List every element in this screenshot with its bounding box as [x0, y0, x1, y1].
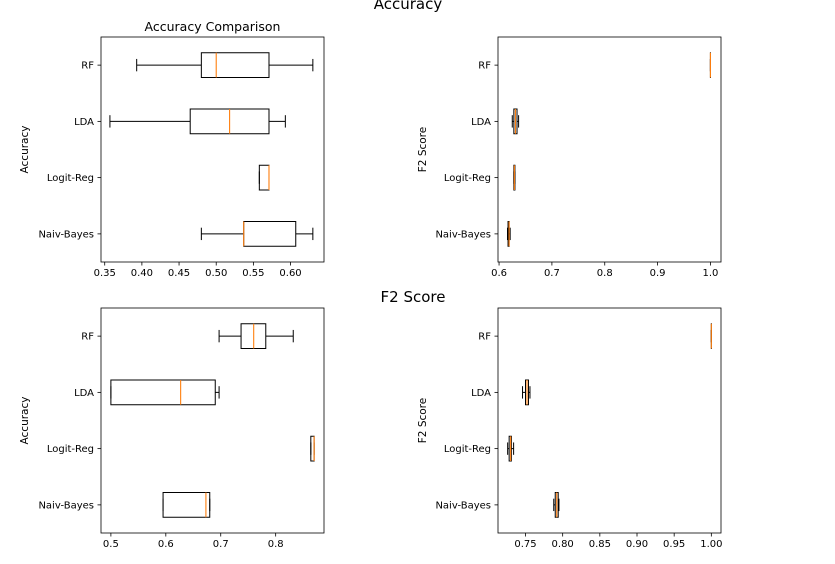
- box-naiv-bayes: [200, 221, 314, 247]
- axes-title: Accuracy Comparison: [145, 19, 281, 34]
- suptitle-accuracy: Accuracy: [374, 0, 443, 13]
- y-tick-label: Logit-Reg: [444, 444, 491, 455]
- box-naiv-bayes: [507, 221, 511, 247]
- box-lda: [522, 379, 531, 406]
- x-tick-label: 0.75: [514, 539, 536, 550]
- iqr-box: [110, 379, 216, 406]
- y-axis-label: Accuracy: [19, 126, 31, 174]
- chart-panel-accuracy-bottom: Accuracy 0.5 0.6 0.7 0.8 Naiv-Bayes Logit-Reg L…: [19, 307, 325, 550]
- x-tick-label: 0.40: [131, 268, 153, 279]
- axes-frame: [100, 307, 325, 534]
- y-axis-label: Accuracy: [19, 397, 31, 445]
- x-tick-label: 0.6: [158, 539, 174, 550]
- box-naiv-bayes: [162, 492, 211, 518]
- y-tick-label: Naiv-Bayes: [38, 500, 94, 511]
- iqr-box: [258, 164, 270, 191]
- x-tick-label: 0.7: [544, 268, 560, 279]
- x-tick-label: 0.8: [268, 539, 284, 550]
- chart-panel-accuracy-comparison: Accuracy Comparison Accuracy 0.35 0.40 0.45 0…: [19, 19, 325, 279]
- y-tick-label: LDA: [471, 388, 491, 399]
- y-tick-label: Naiv-Bayes: [435, 229, 491, 240]
- iqr-box: [162, 492, 211, 518]
- box-logit-reg: [258, 164, 270, 191]
- x-tick-label: 1.0: [702, 268, 718, 279]
- x-tick-label: 0.85: [589, 539, 611, 550]
- x-tick-label: 0.45: [168, 268, 190, 279]
- y-tick-label: RF: [81, 332, 94, 343]
- y-tick-label: RF: [478, 61, 491, 72]
- box-rf: [136, 52, 314, 78]
- x-tick-label: 0.90: [626, 539, 648, 550]
- y-tick-label: Naiv-Bayes: [435, 500, 491, 511]
- y-tick-label: Logit-Reg: [47, 173, 94, 184]
- chart-panel-f2-score-bottom: F2 Score 0.75 0.80 0.85 0.90 0.95 1.00 Naiv-Bay…: [417, 307, 722, 550]
- box-logit-reg: [507, 435, 515, 462]
- x-tick-label: 0.50: [205, 268, 227, 279]
- x-tick-label: 0.55: [242, 268, 264, 279]
- x-tick-label: 0.6: [491, 268, 507, 279]
- box-lda: [511, 108, 520, 135]
- x-tick-label: 0.9: [650, 268, 666, 279]
- y-tick-label: LDA: [74, 117, 94, 128]
- x-tick-label: 0.80: [552, 539, 574, 550]
- box-lda: [109, 108, 286, 135]
- axes-frame: [497, 36, 722, 263]
- box-naiv-bayes: [553, 492, 560, 518]
- axes-frame: [497, 307, 722, 534]
- x-tick-label: 0.7: [213, 539, 229, 550]
- x-tick-label: 0.60: [279, 268, 301, 279]
- axes-frame: [100, 36, 325, 263]
- box-rf: [218, 323, 294, 349]
- y-tick-label: LDA: [471, 117, 491, 128]
- y-tick-label: RF: [478, 332, 491, 343]
- y-tick-label: LDA: [74, 388, 94, 399]
- x-tick-label: 0.5: [103, 539, 119, 550]
- x-tick-label: 0.8: [597, 268, 613, 279]
- box-lda: [110, 379, 220, 406]
- box-logit-reg: [310, 435, 315, 462]
- box-logit-reg: [513, 164, 516, 191]
- suptitle-f2-score: F2 Score: [381, 288, 446, 306]
- iqr-box: [243, 221, 297, 247]
- y-axis-label: F2 Score: [417, 398, 429, 443]
- x-tick-label: 1.00: [700, 539, 722, 550]
- x-tick-label: 0.35: [94, 268, 116, 279]
- y-axis-label: F2 Score: [417, 127, 429, 172]
- y-tick-label: RF: [81, 61, 94, 72]
- y-tick-label: Logit-Reg: [47, 444, 94, 455]
- y-tick-label: Logit-Reg: [444, 173, 491, 184]
- iqr-box: [200, 52, 270, 78]
- x-tick-label: 0.95: [663, 539, 685, 550]
- y-tick-label: Naiv-Bayes: [38, 229, 94, 240]
- chart-panel-f2-score-top: F2 Score 0.6 0.7 0.8 0.9 1.0 Naiv-Bayes Logit-R…: [417, 36, 722, 279]
